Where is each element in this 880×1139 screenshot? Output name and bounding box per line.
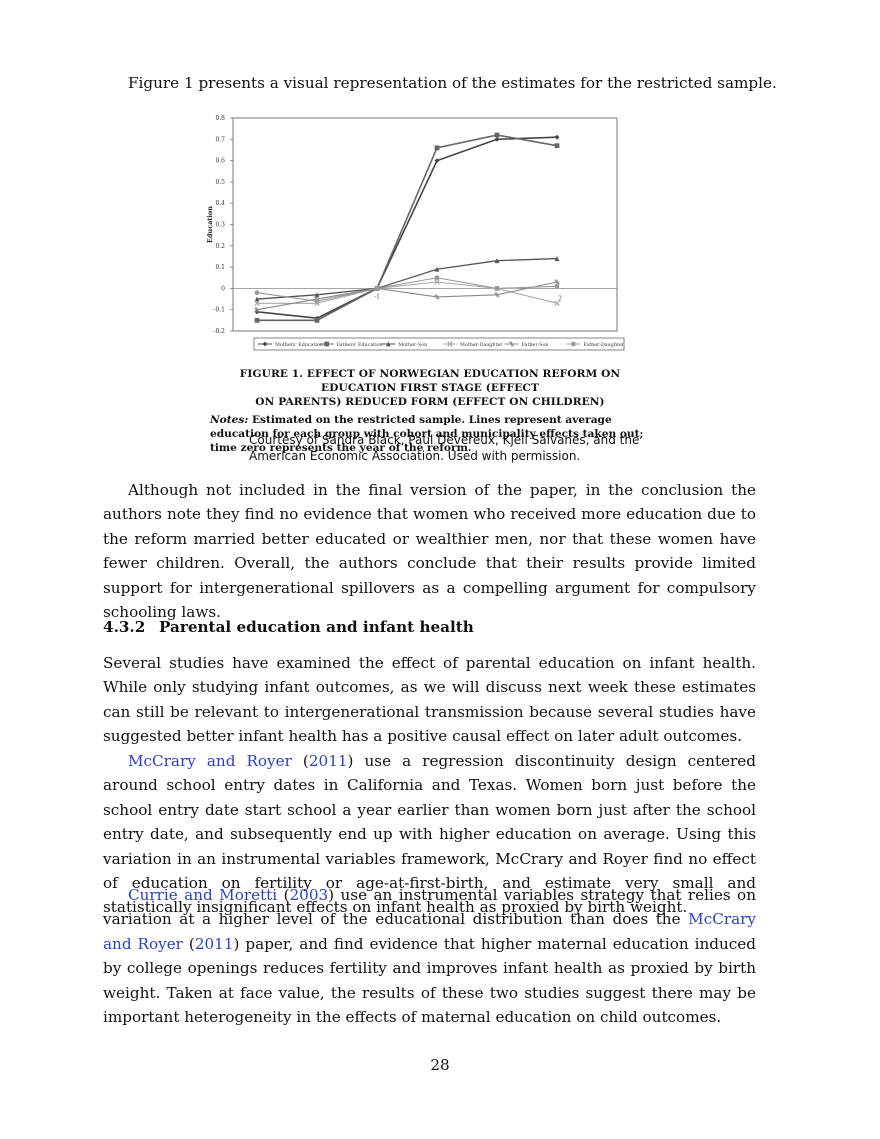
paragraph-text: ) use a regression discontinuity design … [103,752,757,917]
data-point [254,317,260,323]
data-point [314,298,320,304]
y-tick-label: 0.3 [215,222,225,229]
notes-text: Estimated on the restricted sample. Line… [210,414,644,454]
series-line [257,134,558,322]
data-point [554,143,560,149]
citation-paren: ( [291,752,309,770]
series-line [256,281,558,311]
y-tick-label: 0.8 [215,115,225,122]
paragraph-text: ) paper, and find evidence that higher m… [103,934,756,1027]
series-line [256,257,558,300]
legend-marker [447,341,453,347]
y-tick-label: 0.1 [215,264,225,271]
series-line [256,136,558,320]
citation-paren: ( [182,934,195,953]
data-point [254,300,260,307]
data-point [494,136,500,142]
data-point [554,283,560,289]
page-number: 28 [430,1056,450,1074]
y-tick-label: 0.6 [215,158,225,165]
data-point [554,256,560,261]
paragraph-infant-health-intro: Several studies have examined the effect… [103,654,756,746]
section-heading: 4.3.2 Parental education and infant healt… [103,618,474,636]
data-point [254,296,260,302]
courtesy-credit: Courtesy of Sandra Black, Paul Devereux,… [249,433,640,463]
citation-link-mccrary-royer[interactable]: McCrary and Royer [103,910,756,953]
y-axis-label: Education [206,206,214,243]
legend-marker [508,341,515,347]
intro-sentence: Figure 1 presents a visual representatio… [128,74,777,92]
legend-marker [570,341,576,347]
data-point [434,275,440,281]
citation-link-mccrary-royer[interactable]: McCrary and Royer [128,752,292,770]
citation-year-link[interactable]: 2011 [308,752,348,770]
legend-label: Mothers' Education [275,342,323,348]
x-tick-label: -1 [374,293,380,300]
citation-year-link[interactable]: 2003 [289,886,329,904]
y-tick-label: 0.2 [215,243,225,250]
data-point [434,279,440,285]
data-point [314,292,320,298]
figure-notes: Notes: Estimated on the restricted sampl… [210,413,650,455]
data-point [554,300,560,307]
series-line [256,277,558,302]
y-tick-label: 0.5 [215,179,225,186]
figure-1-chart: 0.8 0.7 0.6 0.5 0.4 0.3 0.2 0.1 0 -0.1 -0.2 -1 2 Educ… [206,115,625,351]
section-title: Parental education and infant health [159,618,474,636]
legend-label: Father-Daughter [583,342,624,348]
data-point [434,266,440,272]
data-point [494,286,500,291]
data-point [434,145,440,151]
paragraph-reform-conclusion: Although not included in the final versi… [103,481,756,622]
paragraph-currie-moretti: Currie and Moretti (2003) use an instrum… [103,883,756,1029]
caption-title-line-2: ON PARENTS) REDUCED FORM (EFFECT ON CHIL… [255,396,605,408]
data-point [374,286,380,291]
legend-label: Mother-Son [398,342,427,348]
y-tick-label: 0.7 [215,136,225,143]
figure-caption: FIGURE 1. EFFECT OF NORWEGIAN EDUCATION … [210,367,650,455]
data-point [554,134,560,140]
legend-label: Mother-Daughter [460,342,503,348]
x-tick-label: 2 [558,295,562,302]
legend-box [253,337,625,351]
series-line [257,281,558,304]
data-point [254,306,260,313]
data-point [554,279,560,285]
y-tick-label: 0.4 [215,200,225,207]
citation-year-link[interactable]: 2011 [194,934,234,953]
y-tick-label: 0 [221,285,225,292]
data-point [494,132,500,138]
citation-link-currie-moretti[interactable]: Currie and Moretti [128,886,278,904]
y-tick-label: -0.1 [213,307,225,314]
figure-caption-title: FIGURE 1. EFFECT OF NORWEGIAN EDUCATION … [210,367,650,409]
data-point [434,294,440,300]
section-number: 4.3.2 [103,618,146,636]
data-point [314,317,320,323]
notes-label: Notes: [210,414,249,426]
legend-marker [385,341,391,347]
data-point [494,292,500,298]
legend-marker [324,341,330,347]
legend-label: Father-Son [522,342,549,348]
citation-paren: ( [277,886,290,904]
series-father-daughter [254,275,560,304]
paragraph-mccrary-royer: McCrary and Royer (2011) use a regressio… [103,749,756,920]
data-point [254,290,260,296]
paragraph-text: ) use an instrumental variables strategy… [103,886,756,929]
data-point [494,258,500,264]
y-tick-label: -0.2 [213,328,225,335]
caption-title-line-1: FIGURE 1. EFFECT OF NORWEGIAN EDUCATION … [239,368,621,394]
legend-label: Fathers' Education [337,342,383,348]
